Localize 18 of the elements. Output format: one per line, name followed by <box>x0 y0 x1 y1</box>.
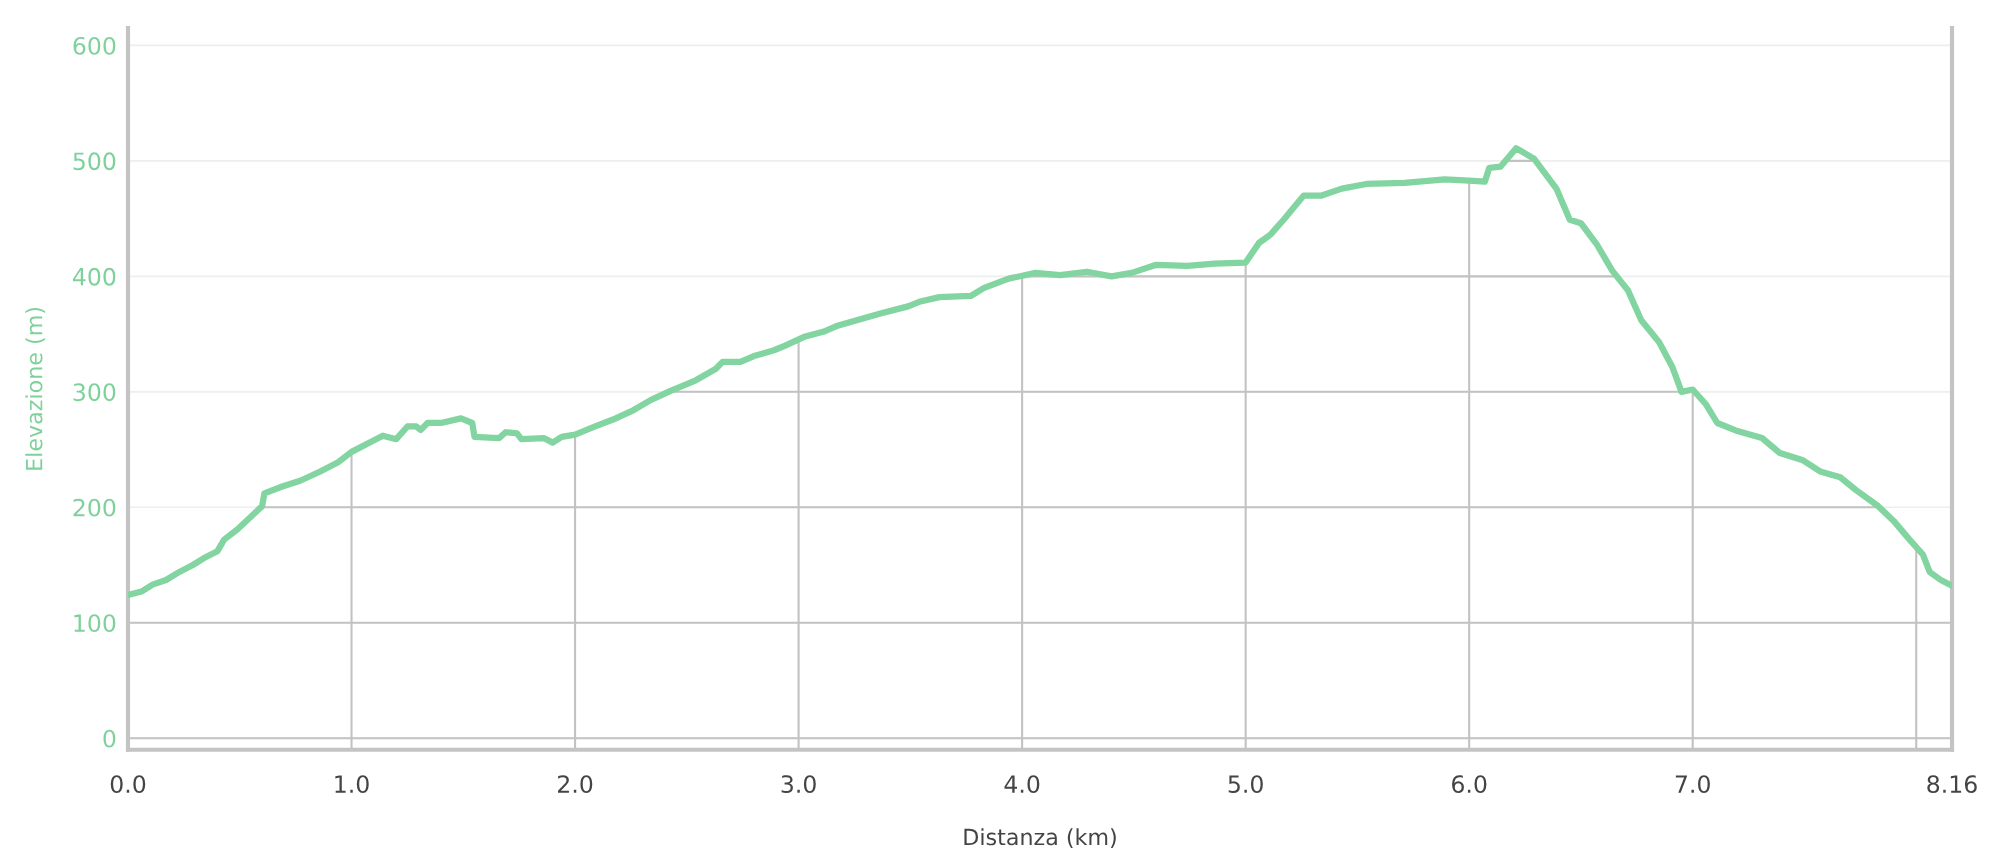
y-tick-label: 100 <box>74 614 116 633</box>
x-axis-title: Distanza (km) <box>964 828 1116 848</box>
y-tick-label: 600 <box>73 36 116 55</box>
x-tick-label: 1.0 <box>335 775 369 794</box>
x-tick-label: 4.0 <box>1004 775 1040 794</box>
x-tick-label: 6.0 <box>1452 775 1487 794</box>
y-tick-label: 0 <box>103 729 116 748</box>
x-tick-label: 0.0 <box>110 775 146 794</box>
y-tick-label: 200 <box>73 498 116 517</box>
x-tick-label: 8.16 <box>1927 775 1977 794</box>
x-tick-label: 7.0 <box>1675 775 1710 794</box>
y-tick-label: 500 <box>73 152 116 171</box>
x-tick-label: 3.0 <box>781 775 816 794</box>
x-tick-label: 2.0 <box>558 775 593 794</box>
y-tick-label: 400 <box>72 267 116 286</box>
y-tick-label: 300 <box>73 383 116 402</box>
y-axis-title: Elevazione (m) <box>25 307 46 470</box>
x-tick-label: 5.0 <box>1228 775 1263 794</box>
